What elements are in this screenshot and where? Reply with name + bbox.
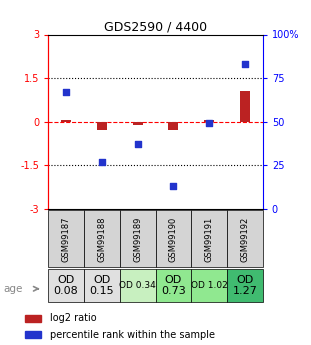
Bar xyxy=(120,269,156,302)
Text: OD
1.27: OD 1.27 xyxy=(233,275,257,296)
Bar xyxy=(120,210,156,267)
Bar xyxy=(97,122,107,130)
Point xyxy=(243,61,248,67)
Text: GSM99188: GSM99188 xyxy=(97,216,106,262)
Text: GSM99190: GSM99190 xyxy=(169,216,178,262)
Bar xyxy=(156,269,191,302)
Bar xyxy=(61,120,71,122)
Bar xyxy=(168,122,179,130)
Bar xyxy=(25,315,41,322)
Text: OD
0.73: OD 0.73 xyxy=(161,275,186,296)
Point xyxy=(135,141,140,147)
Text: OD
0.15: OD 0.15 xyxy=(90,275,114,296)
Bar xyxy=(156,210,191,267)
Text: percentile rank within the sample: percentile rank within the sample xyxy=(50,330,215,340)
Text: OD 0.34: OD 0.34 xyxy=(119,281,156,290)
Bar xyxy=(240,91,250,122)
Text: age: age xyxy=(4,284,23,294)
Bar xyxy=(48,210,84,267)
Bar xyxy=(48,269,84,302)
Point xyxy=(207,121,211,126)
Bar xyxy=(25,331,41,338)
Text: OD 1.02: OD 1.02 xyxy=(191,281,228,290)
Bar xyxy=(227,269,263,302)
Text: GSM99189: GSM99189 xyxy=(133,216,142,262)
Bar xyxy=(84,210,120,267)
Title: GDS2590 / 4400: GDS2590 / 4400 xyxy=(104,20,207,33)
Bar xyxy=(132,122,143,125)
Text: log2 ratio: log2 ratio xyxy=(50,313,96,323)
Bar xyxy=(227,210,263,267)
Bar xyxy=(191,269,227,302)
Bar xyxy=(84,269,120,302)
Bar xyxy=(204,120,214,122)
Text: OD
0.08: OD 0.08 xyxy=(54,275,78,296)
Text: GSM99191: GSM99191 xyxy=(205,216,214,262)
Text: GSM99187: GSM99187 xyxy=(62,216,71,262)
Point xyxy=(171,183,176,189)
Point xyxy=(100,159,104,165)
Bar xyxy=(191,210,227,267)
Point xyxy=(64,89,69,95)
Text: GSM99192: GSM99192 xyxy=(240,216,249,262)
